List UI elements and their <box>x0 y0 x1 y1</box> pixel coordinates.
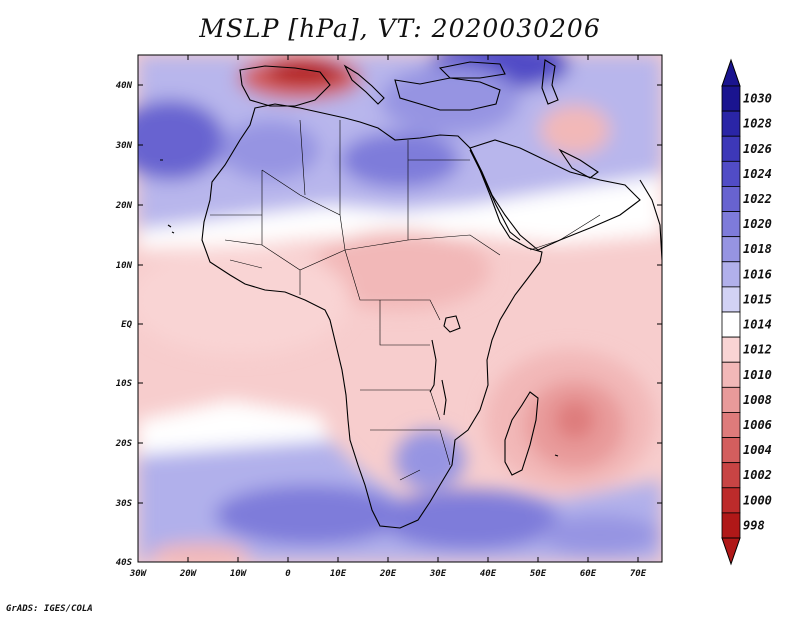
lon-tick-label: 40E <box>480 569 497 579</box>
colorbar-label: 1014 <box>743 318 772 332</box>
lon-tick-label: 20W <box>179 569 198 579</box>
colorbar-label: 1026 <box>743 142 772 156</box>
colorbar-label: 1000 <box>743 493 772 507</box>
colorbar-label: 1018 <box>743 242 772 256</box>
colorbar-segment <box>721 236 741 263</box>
colorbar-segment <box>721 261 741 288</box>
lon-tick-label: 30W <box>129 569 148 579</box>
colorbar-segment <box>721 386 741 413</box>
colorbar-label: 1030 <box>743 92 772 106</box>
credit-text: GrADS: IGES/COLA <box>6 604 93 614</box>
colorbar: 1030 1028 1026 1024 1022 1020 1018 1016 1015 1014… <box>721 58 772 566</box>
colorbar-segment <box>721 336 741 363</box>
country-borders <box>210 119 601 481</box>
coastlines <box>160 59 662 529</box>
colorbar-segment <box>721 186 741 212</box>
colorbar-label: 1028 <box>743 117 772 131</box>
colorbar-label: 1015 <box>743 292 772 306</box>
lon-tick-label: 30E <box>429 569 447 579</box>
lon-tick-label: 10E <box>330 569 347 579</box>
colorbar-segment <box>721 211 741 238</box>
map-title: MSLP [hPa], VT: 2020030206 <box>199 14 601 43</box>
colorbar-segment <box>721 160 741 187</box>
lat-tick-label: 40S <box>116 558 133 568</box>
colorbar-segment <box>721 412 741 438</box>
map-frame <box>137 54 663 563</box>
lat-tick-label: 40N <box>116 81 133 91</box>
colorbar-segment <box>721 462 741 489</box>
lon-tick-label: 50E <box>530 569 547 579</box>
lat-axis: 40N 30N 20N 10N EQ 10S 20S 30S 40S <box>115 81 662 568</box>
colorbar-label: 1020 <box>743 217 772 231</box>
colorbar-label: 1012 <box>743 343 772 357</box>
colorbar-segment <box>721 311 741 338</box>
lat-tick-label: EQ <box>121 320 132 330</box>
colorbar-label: 998 <box>743 518 765 532</box>
colorbar-segment <box>721 512 741 539</box>
colorbar-label: 1002 <box>743 468 772 482</box>
colorbar-label: 1006 <box>743 418 772 432</box>
lon-tick-label: 20E <box>379 569 397 579</box>
lon-tick-label: 60E <box>580 569 597 579</box>
colorbar-segment <box>721 361 741 388</box>
colorbar-top-arrow <box>721 58 741 87</box>
lat-tick-label: 30S <box>115 499 133 509</box>
colorbar-segment <box>721 487 741 514</box>
lat-tick-label: 30N <box>115 141 133 151</box>
pressure-field <box>138 55 662 562</box>
lat-tick-label: 20S <box>115 439 133 449</box>
lon-tick-label: 0 <box>285 569 291 579</box>
colorbar-bottom-arrow <box>721 537 741 566</box>
colorbar-segment <box>721 135 741 162</box>
lon-tick-label: 10W <box>230 569 248 579</box>
colorbar-label: 1022 <box>743 192 772 206</box>
lat-tick-label: 20N <box>115 201 133 211</box>
colorbar-label: 1008 <box>743 393 772 407</box>
lon-axis: 30W 20W 10W 0 10E 20E 30E 40E 50E 60E 70… <box>129 55 647 579</box>
colorbar-segment <box>721 110 741 137</box>
colorbar-segment <box>721 286 741 313</box>
colorbar-segment <box>721 85 741 112</box>
lat-tick-label: 10N <box>116 261 133 271</box>
colorbar-segment <box>721 437 741 464</box>
lat-tick-label: 10S <box>116 379 133 389</box>
colorbar-label: 1010 <box>743 368 772 382</box>
colorbar-label: 1016 <box>743 267 772 281</box>
colorbar-label: 1024 <box>743 167 772 181</box>
colorbar-label: 1004 <box>743 443 772 457</box>
lon-tick-label: 70E <box>630 569 647 579</box>
